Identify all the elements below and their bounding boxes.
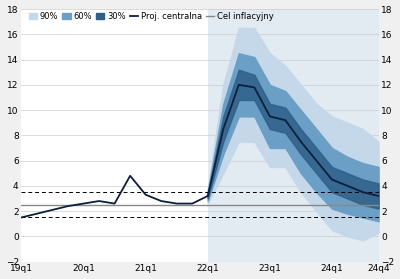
Bar	[208, 9, 378, 262]
Legend: 90%, 60%, 30%, Proj. centralna, Cel inflacyjny: 90%, 60%, 30%, Proj. centralna, Cel infl…	[26, 8, 277, 24]
